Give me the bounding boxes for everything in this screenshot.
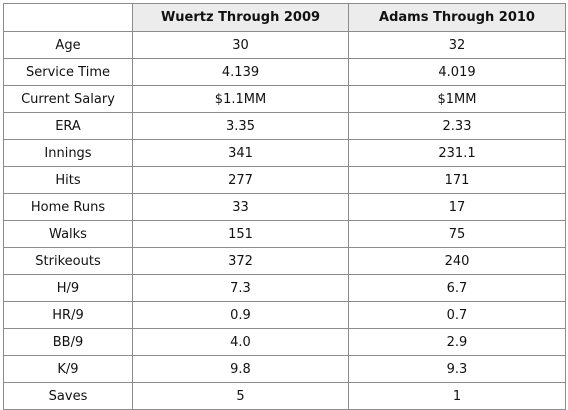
table-row: Service Time 4.139 4.019 <box>3 58 566 86</box>
wuertz-value: 7.3 <box>132 274 349 302</box>
wuertz-value: 30 <box>132 31 349 59</box>
table-row: Innings 341 231.1 <box>3 139 566 167</box>
table-row: BB/9 4.0 2.9 <box>3 328 566 356</box>
wuertz-value: 151 <box>132 220 349 248</box>
adams-value: $1MM <box>348 85 566 113</box>
adams-value: 75 <box>348 220 566 248</box>
row-label: Home Runs <box>3 193 133 221</box>
row-label: ERA <box>3 112 133 140</box>
wuertz-value: 372 <box>132 247 349 275</box>
adams-value: 171 <box>348 166 566 194</box>
adams-value: 1 <box>348 382 566 410</box>
row-label: Age <box>3 31 133 59</box>
comparison-table: Wuertz Through 2009 Adams Through 2010 A… <box>3 3 566 410</box>
table-row: ERA 3.35 2.33 <box>3 112 566 140</box>
wuertz-value: 9.8 <box>132 355 349 383</box>
adams-value: 4.019 <box>348 58 566 86</box>
row-label: Strikeouts <box>3 247 133 275</box>
table-row: HR/9 0.9 0.7 <box>3 301 566 329</box>
adams-value: 231.1 <box>348 139 566 167</box>
adams-value: 17 <box>348 193 566 221</box>
row-label: Innings <box>3 139 133 167</box>
wuertz-value: 4.139 <box>132 58 349 86</box>
row-label: Walks <box>3 220 133 248</box>
table-row: Strikeouts 372 240 <box>3 247 566 275</box>
row-label: Current Salary <box>3 85 133 113</box>
header-cell-adams: Adams Through 2010 <box>348 3 566 32</box>
header-cell-wuertz: Wuertz Through 2009 <box>132 3 349 32</box>
row-label: H/9 <box>3 274 133 302</box>
wuertz-value: $1.1MM <box>132 85 349 113</box>
table-body: Age 30 32 Service Time 4.139 4.019 Curre… <box>3 31 566 410</box>
wuertz-value: 4.0 <box>132 328 349 356</box>
wuertz-value: 5 <box>132 382 349 410</box>
adams-value: 6.7 <box>348 274 566 302</box>
table-header: Wuertz Through 2009 Adams Through 2010 <box>3 3 566 32</box>
wuertz-value: 341 <box>132 139 349 167</box>
adams-value: 240 <box>348 247 566 275</box>
row-label: Saves <box>3 382 133 410</box>
table-row: Walks 151 75 <box>3 220 566 248</box>
row-label: Hits <box>3 166 133 194</box>
row-label: HR/9 <box>3 301 133 329</box>
row-label: Service Time <box>3 58 133 86</box>
row-label: BB/9 <box>3 328 133 356</box>
header-row: Wuertz Through 2009 Adams Through 2010 <box>3 3 566 32</box>
wuertz-value: 0.9 <box>132 301 349 329</box>
adams-value: 0.7 <box>348 301 566 329</box>
table-row: Saves 5 1 <box>3 382 566 410</box>
table-row: Home Runs 33 17 <box>3 193 566 221</box>
wuertz-value: 3.35 <box>132 112 349 140</box>
adams-value: 9.3 <box>348 355 566 383</box>
header-cell-corner <box>3 3 133 32</box>
wuertz-value: 33 <box>132 193 349 221</box>
adams-value: 32 <box>348 31 566 59</box>
wuertz-value: 277 <box>132 166 349 194</box>
row-label: K/9 <box>3 355 133 383</box>
table-row: Hits 277 171 <box>3 166 566 194</box>
adams-value: 2.33 <box>348 112 566 140</box>
table-row: H/9 7.3 6.7 <box>3 274 566 302</box>
table-row: K/9 9.8 9.3 <box>3 355 566 383</box>
adams-value: 2.9 <box>348 328 566 356</box>
table-row: Current Salary $1.1MM $1MM <box>3 85 566 113</box>
table-row: Age 30 32 <box>3 31 566 59</box>
